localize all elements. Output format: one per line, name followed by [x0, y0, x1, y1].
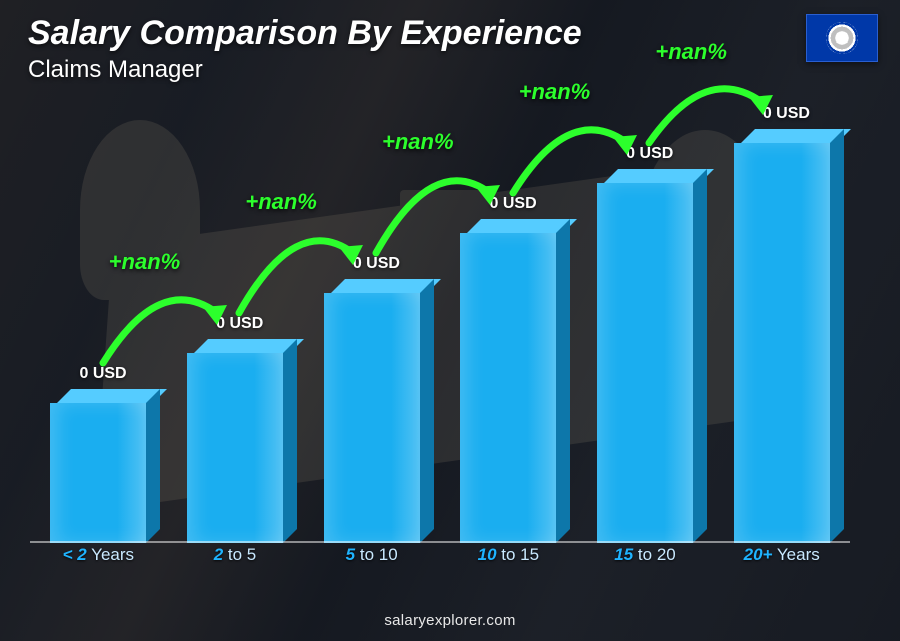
x-axis-label: 20+ Years: [713, 545, 850, 571]
delta-label: +nan%: [109, 249, 181, 275]
x-axis-label: 5 to 10: [303, 545, 440, 571]
bar-value-label: 0 USD: [489, 195, 536, 213]
bar-wrap: 0 USD+nan%: [440, 110, 577, 543]
bar-wrap: 0 USD+nan%: [303, 110, 440, 543]
x-axis-labels: < 2 Years2 to 55 to 1010 to 1515 to 2020…: [30, 545, 850, 571]
bar: [324, 293, 420, 543]
x-axis-label: 15 to 20: [577, 545, 714, 571]
bar: [50, 403, 146, 543]
footer-source: salaryexplorer.com: [0, 612, 900, 629]
x-axis-label: < 2 Years: [30, 545, 167, 571]
bar-value-label: 0 USD: [79, 365, 126, 383]
bar: [187, 353, 283, 543]
bar-value-label: 0 USD: [353, 255, 400, 273]
delta-label: +nan%: [245, 189, 317, 215]
bar-value-label: 0 USD: [626, 145, 673, 163]
bar-wrap: 0 USD: [30, 110, 167, 543]
bar: [597, 183, 693, 543]
bar-chart: 0 USD0 USD+nan%0 USD+nan%0 USD+nan%0 USD…: [30, 110, 850, 571]
delta-label: +nan%: [519, 79, 591, 105]
country-flag-icon: [806, 14, 878, 62]
x-axis-label: 10 to 15: [440, 545, 577, 571]
delta-label: +nan%: [382, 129, 454, 155]
x-axis-label: 2 to 5: [167, 545, 304, 571]
bar-wrap: 0 USD+nan%: [577, 110, 714, 543]
chart-title: Salary Comparison By Experience: [28, 14, 582, 53]
bar-value-label: 0 USD: [216, 315, 263, 333]
x-axis-line: [30, 541, 850, 543]
bar-wrap: 0 USD+nan%: [713, 110, 850, 543]
bar: [460, 233, 556, 543]
bars-container: 0 USD0 USD+nan%0 USD+nan%0 USD+nan%0 USD…: [30, 110, 850, 543]
bar-value-label: 0 USD: [763, 105, 810, 123]
infographic-stage: Salary Comparison By Experience Claims M…: [0, 0, 900, 641]
chart-subtitle: Claims Manager: [28, 56, 203, 84]
bar-wrap: 0 USD+nan%: [167, 110, 304, 543]
delta-label: +nan%: [655, 39, 727, 65]
bar: [734, 143, 830, 543]
